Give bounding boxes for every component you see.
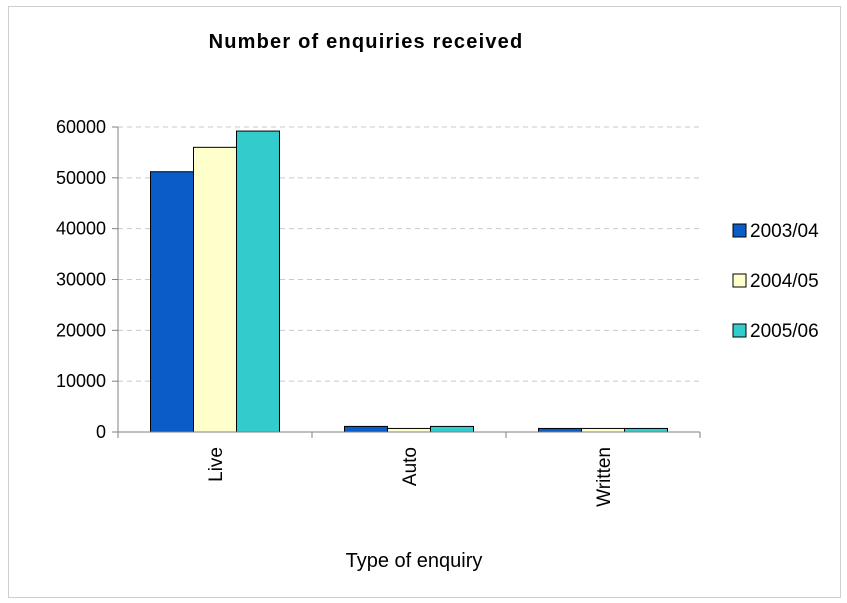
bar-live-0: [150, 171, 194, 433]
x-axis-label: Type of enquiry: [346, 550, 483, 572]
bar-auto-2: [430, 425, 474, 433]
bar-auto-0: [344, 425, 388, 433]
legend: 2003/04 2004/05 2005/06: [732, 221, 819, 342]
chart-title: Number of enquiries received: [209, 31, 524, 53]
y-tick-label: 60000: [56, 117, 106, 137]
x-category-label: Written: [594, 447, 615, 507]
y-tick-label: 30000: [56, 270, 106, 290]
bar-live-2: [236, 130, 280, 433]
y-tick-label: 10000: [56, 371, 106, 391]
y-tick-label: 40000: [56, 219, 106, 239]
gridlines: [118, 126, 700, 382]
bar-written-1: [581, 427, 625, 433]
x-axis-categories: Live Auto Written: [206, 447, 615, 507]
chart-frame: [8, 6, 841, 598]
legend-swatch: [732, 273, 747, 288]
legend-label: 2005/06: [750, 321, 819, 342]
x-category-label: Auto: [400, 447, 421, 486]
legend-swatch: [732, 323, 747, 338]
bars: [150, 130, 668, 433]
y-tick-label: 0: [96, 422, 106, 442]
x-category-label: Live: [206, 447, 227, 482]
y-tick-label: 50000: [56, 168, 106, 188]
bar-written-0: [538, 427, 582, 433]
axes: [117, 127, 701, 438]
legend-swatch: [732, 223, 747, 238]
legend-label: 2003/04: [750, 221, 819, 242]
bar-auto-1: [387, 427, 431, 433]
y-tick-label: 20000: [56, 320, 106, 340]
bar-live-1: [193, 146, 237, 433]
bar-written-2: [624, 427, 668, 433]
y-axis-ticks: 0 10000 20000 30000 40000 50000 60000: [56, 117, 118, 442]
legend-label: 2004/05: [750, 271, 819, 292]
